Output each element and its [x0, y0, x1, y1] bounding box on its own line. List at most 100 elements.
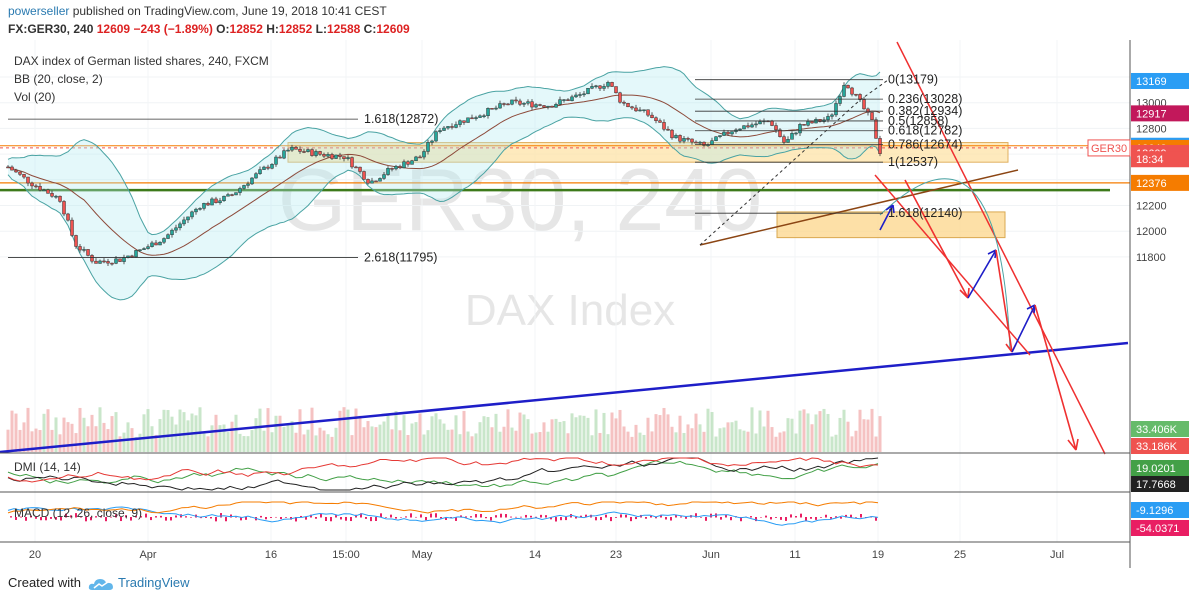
volume-bar	[62, 417, 66, 452]
volume-label: 33.406K	[1136, 424, 1178, 436]
low-value: 12588	[326, 22, 361, 36]
candle-body	[134, 250, 138, 258]
candle-body	[678, 135, 682, 142]
candle-body	[586, 87, 590, 95]
dmi-label-bg	[1131, 460, 1189, 476]
volume-bar	[402, 415, 406, 452]
open-value: 12852	[229, 22, 263, 36]
volume-bar	[858, 409, 862, 452]
volume-bar	[618, 409, 622, 452]
volume-bar	[834, 434, 838, 452]
macd-histogram-bar	[215, 517, 217, 522]
macd-lines	[7, 501, 879, 526]
candle-body	[850, 87, 854, 95]
candle-body	[282, 150, 286, 159]
candle-body	[158, 241, 162, 246]
macd-histogram-bar	[595, 517, 597, 521]
volume-bar	[414, 422, 418, 452]
volume-bar	[574, 417, 578, 452]
macd-histogram-bar	[815, 517, 817, 520]
volume-bar	[734, 420, 738, 452]
macd-histogram-bar	[75, 513, 77, 518]
macd-histogram-bar	[875, 517, 877, 521]
volume-bar	[590, 435, 594, 452]
x-tick-label: 11	[789, 549, 800, 561]
volume-bar	[606, 434, 610, 452]
volume-bar	[722, 427, 726, 452]
macd-histogram-bar	[380, 513, 382, 518]
x-tick-label: 16	[265, 549, 277, 561]
macd-histogram-bar	[440, 517, 442, 519]
volume-bar	[758, 410, 762, 452]
candle-body	[294, 146, 298, 150]
macd-histogram-bar	[770, 517, 772, 520]
candle-body	[842, 85, 846, 97]
candle-body	[274, 156, 278, 165]
candle-body	[622, 101, 626, 104]
candle-body	[386, 168, 390, 175]
candle-body	[62, 201, 66, 215]
macd-histogram-bar	[530, 515, 532, 518]
volume-bar	[546, 431, 550, 452]
candle-body	[238, 188, 242, 193]
volume-bar	[510, 427, 514, 452]
volume-bar	[562, 421, 566, 452]
bb-fill	[8, 66, 880, 300]
macd-histogram-bar	[20, 516, 22, 518]
macd-histogram-bar	[405, 516, 407, 518]
macd-histogram-bar	[785, 517, 787, 521]
volume-bar	[486, 417, 490, 452]
candle-body	[182, 219, 186, 225]
volume-bar	[526, 419, 530, 452]
macd-histogram-bar	[835, 516, 837, 518]
candle-body	[110, 262, 114, 265]
volume-bar	[346, 409, 350, 452]
volume-bar	[362, 427, 366, 452]
candle-body	[618, 92, 622, 103]
candle-body	[170, 229, 174, 235]
macd-histogram-bar	[300, 515, 302, 518]
candle-body	[190, 211, 194, 218]
volume-bar	[654, 414, 658, 452]
dmi-label: 17.7668	[1136, 479, 1176, 491]
macd-histogram-bar	[860, 514, 862, 518]
price-chart[interactable]: GER30, 240 DAX Index 0(13179) 0.236(13028…	[0, 40, 1190, 568]
candle-body	[542, 105, 546, 108]
macd-histogram-bar	[65, 513, 67, 518]
candle-body	[826, 116, 830, 121]
volume-bar	[666, 414, 670, 452]
candle-body	[738, 128, 742, 131]
volume-bar	[30, 431, 34, 452]
volume-bar	[150, 426, 154, 452]
candle-body	[118, 258, 122, 262]
volume-bar	[458, 434, 462, 452]
macd-histogram-bar	[670, 517, 672, 521]
volume-bar	[614, 418, 618, 452]
macd-histogram-bar	[390, 514, 392, 518]
x-tick-label: Jul	[1050, 549, 1064, 561]
candle-body	[354, 166, 358, 169]
macd-histogram-bar	[775, 517, 777, 518]
candle-body	[670, 129, 674, 139]
volume-bar	[74, 433, 78, 452]
macd-histogram-bar	[50, 517, 52, 519]
macd-histogram-bar	[475, 514, 477, 518]
macd-histogram-bar	[335, 515, 337, 518]
volume-bar	[826, 413, 830, 452]
volume-bar	[330, 436, 334, 452]
volume-bar	[406, 434, 410, 452]
macd-histogram-bar	[55, 517, 57, 520]
volume-bar	[794, 433, 798, 452]
volume-bar	[322, 430, 326, 452]
candle-body	[66, 213, 70, 221]
candle-body	[246, 183, 250, 186]
author-link[interactable]: powerseller	[8, 4, 70, 18]
macd-histogram-bar	[605, 514, 607, 518]
candle-body	[750, 124, 754, 128]
volume-bar	[146, 409, 150, 452]
bb-lower	[7, 116, 881, 301]
macd-histogram-bar	[295, 517, 297, 522]
macd-histogram-bar	[490, 517, 492, 521]
tradingview-link[interactable]: TradingView	[118, 575, 190, 590]
volume-bar	[598, 432, 602, 452]
